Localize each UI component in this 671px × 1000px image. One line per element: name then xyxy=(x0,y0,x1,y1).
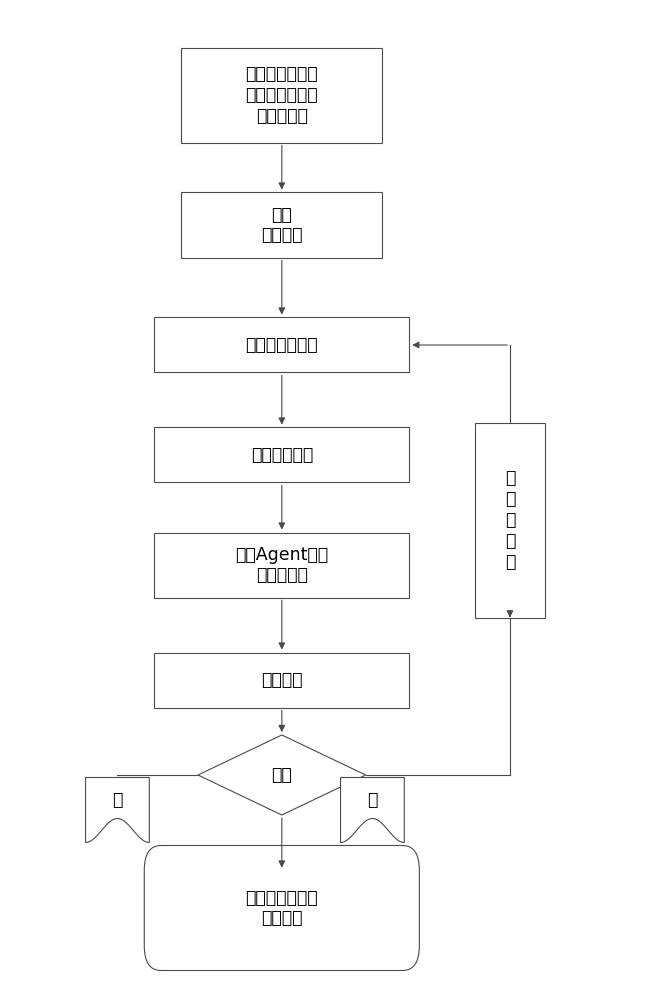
Text: 否: 否 xyxy=(367,791,378,809)
Text: 是: 是 xyxy=(112,791,123,809)
Polygon shape xyxy=(86,778,149,842)
Text: 判定: 判定 xyxy=(272,766,292,784)
FancyBboxPatch shape xyxy=(144,846,419,970)
Text: 初始
交通需求: 初始 交通需求 xyxy=(261,206,303,244)
Text: 上传Agent日计
划记忆信息: 上传Agent日计 划记忆信息 xyxy=(236,546,328,584)
Text: 执行日活动计划: 执行日活动计划 xyxy=(246,336,318,354)
FancyBboxPatch shape xyxy=(154,532,409,598)
Text: 效用得分计算: 效用得分计算 xyxy=(251,446,313,464)
FancyBboxPatch shape xyxy=(154,652,409,708)
Polygon shape xyxy=(341,778,404,842)
Text: 高分辨率路网和
准确人口交通出
行分布特点: 高分辨率路网和 准确人口交通出 行分布特点 xyxy=(246,65,318,125)
Text: 再
计
划
模
块: 再 计 划 模 块 xyxy=(505,469,515,571)
Text: 输出仿真图像和
图表统计: 输出仿真图像和 图表统计 xyxy=(246,889,318,927)
Polygon shape xyxy=(198,735,366,815)
FancyBboxPatch shape xyxy=(154,317,409,372)
FancyBboxPatch shape xyxy=(181,192,382,257)
Text: 计划选定: 计划选定 xyxy=(261,671,303,689)
FancyBboxPatch shape xyxy=(154,427,409,482)
FancyBboxPatch shape xyxy=(181,47,382,142)
FancyBboxPatch shape xyxy=(475,423,545,618)
